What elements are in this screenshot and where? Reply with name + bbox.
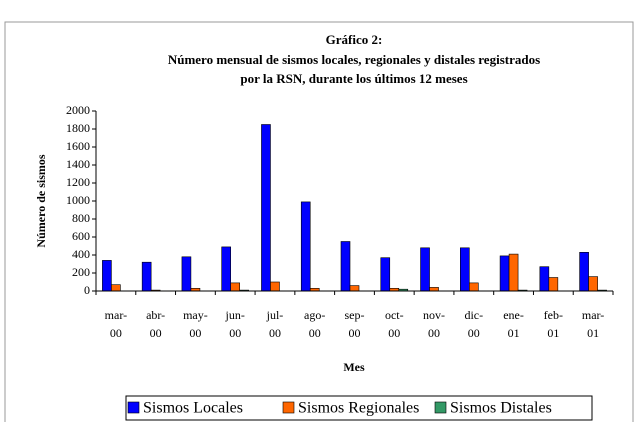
- x-tick-label: may-00: [183, 308, 208, 340]
- legend-label: Sismos Locales: [143, 400, 243, 417]
- y-tick-label: 400: [72, 247, 90, 261]
- bar: [460, 247, 470, 292]
- bar: [499, 255, 510, 292]
- y-tick-label: 2000: [66, 103, 90, 117]
- x-tick-label: ago-00: [304, 308, 326, 340]
- bar: [548, 277, 559, 292]
- chart-frame: [4, 21, 634, 422]
- bar: [420, 247, 430, 292]
- bar: [141, 261, 152, 292]
- x-axis-title: Mes: [343, 360, 365, 374]
- legend-swatch: [282, 401, 295, 414]
- bar: [230, 282, 240, 292]
- bar: [270, 281, 280, 292]
- bar: [579, 252, 589, 292]
- y-tick-label: 800: [72, 211, 90, 225]
- x-tick-label: jul-00: [266, 308, 284, 340]
- x-tick-label: mar-01: [581, 308, 605, 340]
- chart-subtitle: Número mensual de sismos locales, region…: [168, 52, 540, 67]
- legend-box: [125, 395, 593, 421]
- y-tick-label: 200: [72, 265, 90, 279]
- bar: [508, 253, 519, 292]
- y-tick-label: 1400: [66, 157, 90, 171]
- y-tick-label: 1600: [66, 139, 90, 153]
- y-tick-label: 1200: [66, 175, 90, 189]
- bar: [349, 285, 360, 292]
- x-tick-label: nov-00: [423, 308, 446, 340]
- x-tick-label: ene-01: [503, 308, 524, 340]
- bar: [181, 256, 192, 292]
- bar: [300, 201, 311, 292]
- legend-label: Sismos Regionales: [298, 400, 419, 417]
- bar: [429, 287, 439, 292]
- y-tick-label: 600: [72, 229, 90, 243]
- bar: [221, 246, 231, 292]
- x-tick-label: jun-00: [225, 308, 245, 340]
- legend-swatch: [127, 401, 140, 414]
- x-tick-label: feb-01: [543, 308, 563, 340]
- x-tick-label: abr-00: [146, 308, 166, 340]
- x-tick-label: sep-00: [344, 308, 365, 340]
- chart-title: Gráfico 2:: [326, 32, 383, 47]
- x-tick-label: mar-00: [104, 308, 128, 340]
- legend-swatch: [434, 401, 447, 414]
- bar: [380, 257, 391, 292]
- chart-subtitle: por la RSN, durante los últimos 12 meses: [240, 71, 467, 86]
- y-axis-title: Número de sismos: [34, 154, 48, 247]
- y-tick-label: 0: [84, 283, 90, 297]
- x-tick-label: oct-00: [384, 308, 404, 340]
- y-tick-label: 1800: [66, 121, 90, 135]
- bar: [539, 266, 550, 292]
- bar: [340, 241, 351, 292]
- y-tick-label: 1000: [66, 193, 90, 207]
- bar: [588, 276, 598, 292]
- x-tick-label: dic-00: [464, 308, 484, 340]
- bar: [261, 124, 271, 292]
- bar: [111, 284, 121, 292]
- bar: [469, 282, 479, 292]
- bar: [102, 260, 112, 292]
- legend-label: Sismos Distales: [450, 400, 552, 417]
